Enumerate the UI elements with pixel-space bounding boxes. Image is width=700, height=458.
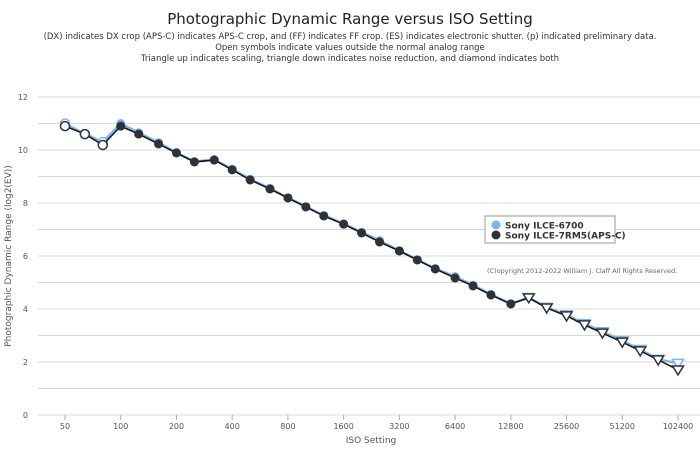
x-axis-label: ISO Setting — [346, 436, 397, 446]
series-line-1 — [64, 125, 679, 371]
data-point-circle — [412, 255, 422, 265]
data-point-circle — [245, 175, 255, 185]
y-tick-label: 2 — [23, 358, 28, 367]
y-tick-label: 4 — [23, 305, 28, 314]
data-point-circle — [227, 165, 237, 175]
data-point-triangle-down — [651, 355, 665, 367]
data-point-triangle-down — [595, 328, 610, 340]
data-point-circle — [468, 281, 478, 291]
legend-marker-6700 — [491, 220, 501, 230]
data-point-circle — [134, 129, 144, 139]
data-point-circle — [319, 211, 329, 221]
data-point-circle — [339, 219, 349, 229]
x-tick-label: 51200 — [610, 422, 635, 431]
chart-subtitle-3: Triangle up indicates scaling, triangle … — [140, 54, 559, 64]
data-point-circle — [154, 139, 164, 149]
data-point-circle — [394, 246, 404, 256]
legend[interactable]: Sony ILCE-6700 Sony ILCE-7RM5(APS-C) — [484, 215, 626, 244]
data-point-triangle-down — [615, 337, 630, 349]
x-tick-label: 1600 — [333, 422, 353, 431]
x-tick-label: 12800 — [498, 422, 523, 431]
data-point-triangle-down — [633, 346, 648, 358]
data-point-triangle-down — [539, 303, 554, 315]
data-point-circle — [450, 273, 460, 283]
x-tick-label: 800 — [280, 422, 295, 431]
data-point-triangle-down — [671, 365, 685, 377]
copyright-text: (C)opyright 2012-2022 William J. Claff A… — [487, 267, 677, 275]
x-tick-label: 102400 — [663, 422, 694, 431]
data-point-circle — [189, 157, 199, 167]
x-tick-label: 100 — [113, 422, 128, 431]
legend-label-7rm5[interactable]: Sony ILCE-7RM5(APS-C) — [505, 232, 626, 242]
data-point-circle — [357, 228, 367, 238]
data-point-circle — [283, 193, 293, 203]
x-tick-label: 3200 — [389, 422, 409, 431]
data-point-circle — [265, 184, 275, 194]
data-point-triangle-down — [559, 311, 574, 323]
y-tick-label: 8 — [23, 199, 28, 208]
y-tick-label: 12 — [18, 93, 28, 102]
data-point-triangle-down — [671, 358, 685, 370]
data-point-circle — [171, 148, 181, 158]
legend-label-6700[interactable]: Sony ILCE-6700 — [505, 222, 584, 232]
data-point-circle — [301, 202, 311, 212]
x-tick-label: 6400 — [445, 422, 465, 431]
x-tick-label: 200 — [169, 422, 184, 431]
data-point-circle — [116, 121, 126, 131]
chart-title: Photographic Dynamic Range versus ISO Se… — [167, 10, 533, 28]
data-point-triangle-down — [521, 293, 536, 305]
data-point-circle — [486, 290, 496, 300]
data-point-circle — [375, 237, 385, 247]
x-tick-label: 400 — [225, 422, 240, 431]
y-tick-label: 10 — [18, 146, 28, 155]
legend-marker-7rm5 — [491, 230, 501, 240]
y-axis-label: Photographic Dynamic Range (log2(EV)) — [4, 165, 14, 347]
chart-subtitle-2: Open symbols indicate values outside the… — [215, 43, 485, 53]
x-tick-label: 50 — [60, 422, 70, 431]
x-tick-label: 25600 — [554, 422, 579, 431]
chart-subtitle-1: (DX) indicates DX crop (APS-C) indicates… — [44, 32, 657, 42]
y-tick-label: 6 — [23, 252, 28, 261]
data-point-triangle-down — [577, 320, 592, 332]
data-point-open-circle — [59, 120, 71, 132]
data-point-circle — [506, 299, 516, 309]
data-point-open-circle — [97, 139, 109, 151]
data-point-circle — [209, 155, 219, 165]
y-tick-label: 0 — [23, 411, 28, 420]
data-point-open-circle — [79, 128, 91, 140]
data-point-circle — [430, 264, 440, 274]
